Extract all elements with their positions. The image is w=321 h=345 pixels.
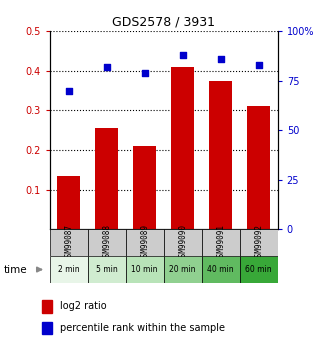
Text: time: time: [3, 265, 27, 275]
Bar: [41, 322, 52, 334]
Point: [180, 52, 185, 58]
Point: [142, 70, 147, 76]
Bar: [50, 229, 88, 256]
Text: 40 min: 40 min: [207, 265, 234, 274]
Bar: [133, 146, 156, 229]
Bar: [88, 229, 126, 256]
Bar: [240, 229, 278, 256]
Bar: [202, 256, 240, 283]
Bar: [164, 229, 202, 256]
Bar: [209, 81, 232, 229]
Text: GSM99090: GSM99090: [178, 224, 187, 261]
Bar: [240, 256, 278, 283]
Text: log2 ratio: log2 ratio: [60, 301, 106, 311]
Text: 60 min: 60 min: [245, 265, 272, 274]
Text: 10 min: 10 min: [132, 265, 158, 274]
Bar: [171, 67, 194, 229]
Point: [218, 56, 223, 61]
Bar: [126, 256, 164, 283]
Bar: [41, 300, 52, 313]
Bar: [88, 256, 126, 283]
Point: [104, 64, 109, 70]
Text: GSM99088: GSM99088: [102, 224, 111, 261]
Bar: [202, 229, 240, 256]
Bar: [95, 128, 118, 229]
Text: percentile rank within the sample: percentile rank within the sample: [60, 323, 225, 333]
Text: GSM99087: GSM99087: [64, 224, 73, 261]
Text: GSM99092: GSM99092: [254, 224, 263, 261]
Title: GDS2578 / 3931: GDS2578 / 3931: [112, 16, 215, 29]
Bar: [164, 256, 202, 283]
Point: [256, 62, 261, 68]
Bar: [247, 106, 270, 229]
Text: GSM99089: GSM99089: [140, 224, 149, 261]
Text: 20 min: 20 min: [169, 265, 196, 274]
Text: GSM99091: GSM99091: [216, 224, 225, 261]
Bar: [57, 176, 80, 229]
Bar: [50, 256, 88, 283]
Text: 5 min: 5 min: [96, 265, 117, 274]
Text: 2 min: 2 min: [58, 265, 80, 274]
Bar: [126, 229, 164, 256]
Point: [66, 88, 71, 93]
